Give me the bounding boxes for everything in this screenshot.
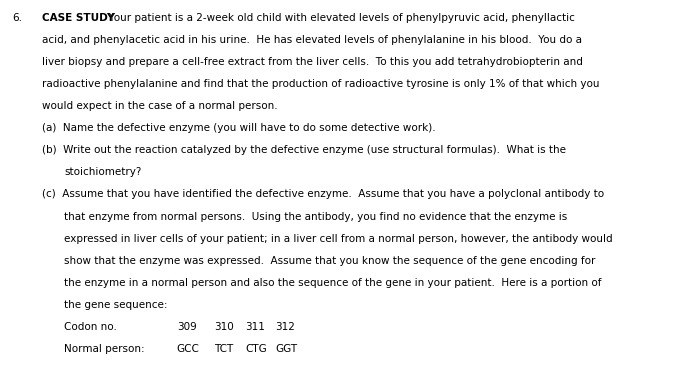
Text: the gene sequence:: the gene sequence: xyxy=(64,300,168,310)
Text: 309: 309 xyxy=(177,322,197,332)
Text: would expect in the case of a normal person.: would expect in the case of a normal per… xyxy=(42,101,278,111)
Text: CASE STUDY: CASE STUDY xyxy=(42,13,115,23)
Text: TCT: TCT xyxy=(214,344,234,354)
Text: GCC: GCC xyxy=(177,344,199,354)
Text: Normal person:: Normal person: xyxy=(64,344,145,354)
Text: the enzyme in a normal person and also the sequence of the gene in your patient.: the enzyme in a normal person and also t… xyxy=(64,278,602,288)
Text: stoichiometry?: stoichiometry? xyxy=(64,167,142,177)
Text: 312: 312 xyxy=(275,322,295,332)
Text: that enzyme from normal persons.  Using the antibody, you find no evidence that : that enzyme from normal persons. Using t… xyxy=(64,212,568,222)
Text: CTG: CTG xyxy=(245,344,267,354)
Text: 310: 310 xyxy=(214,322,234,332)
Text: expressed in liver cells of your patient; in a liver cell from a normal person, : expressed in liver cells of your patient… xyxy=(64,234,613,243)
Text: (a)  Name the defective enzyme (you will have to do some detective work).: (a) Name the defective enzyme (you will … xyxy=(42,123,436,133)
Text: .  Your patient is a 2-week old child with elevated levels of phenylpyruvic acid: . Your patient is a 2-week old child wit… xyxy=(99,13,575,23)
Text: show that the enzyme was expressed.  Assume that you know the sequence of the ge: show that the enzyme was expressed. Assu… xyxy=(64,255,596,266)
Text: GGT: GGT xyxy=(275,344,297,354)
Text: (c)  Assume that you have identified the defective enzyme.  Assume that you have: (c) Assume that you have identified the … xyxy=(42,189,605,199)
Text: Codon no.: Codon no. xyxy=(64,322,117,332)
Text: radioactive phenylalanine and find that the production of radioactive tyrosine i: radioactive phenylalanine and find that … xyxy=(42,79,600,89)
Text: liver biopsy and prepare a cell-free extract from the liver cells.  To this you : liver biopsy and prepare a cell-free ext… xyxy=(42,57,584,67)
Text: 311: 311 xyxy=(245,322,265,332)
Text: 6.: 6. xyxy=(12,13,23,23)
Text: acid, and phenylacetic acid in his urine.  He has elevated levels of phenylalani: acid, and phenylacetic acid in his urine… xyxy=(42,35,582,45)
Text: (b)  Write out the reaction catalyzed by the defective enzyme (use structural fo: (b) Write out the reaction catalyzed by … xyxy=(42,145,566,155)
